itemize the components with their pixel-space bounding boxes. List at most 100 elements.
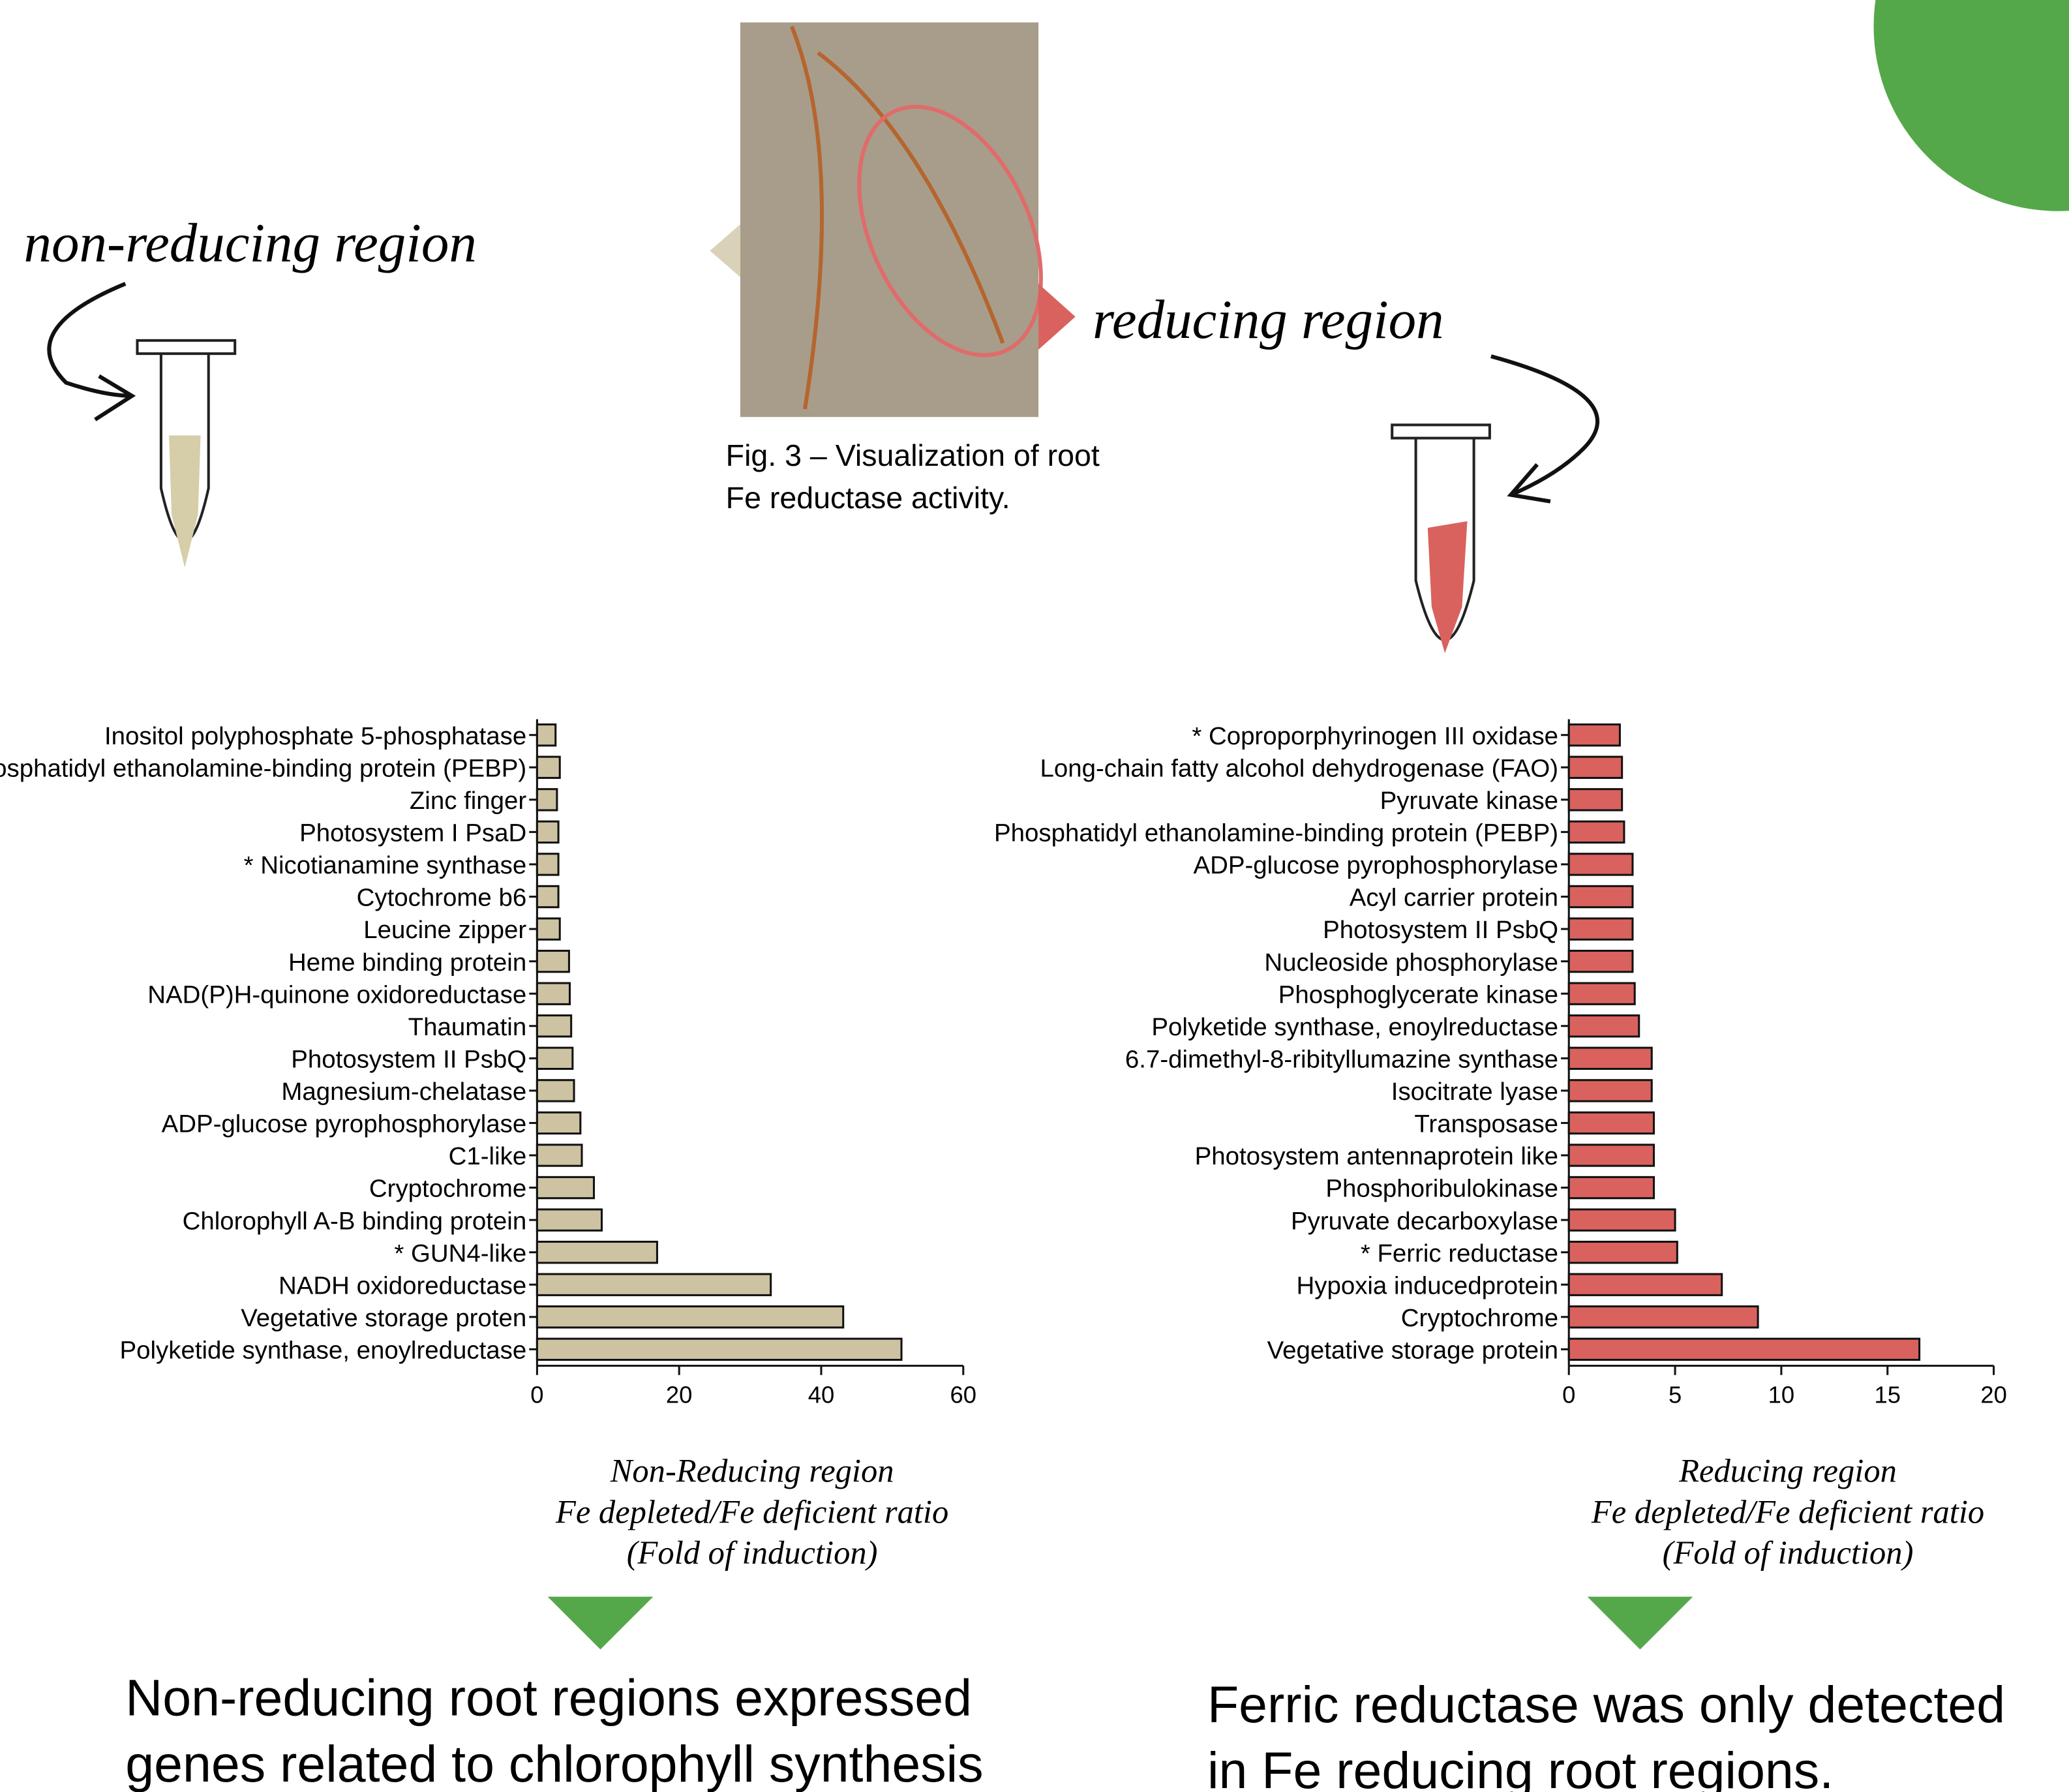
y-tick-label: Phosphatidyl ethanolamine-binding protei…	[0, 754, 526, 782]
arrow	[95, 376, 132, 420]
bar	[537, 1048, 572, 1069]
x-tick-label: 0	[530, 1381, 543, 1408]
root-photo	[740, 22, 1038, 417]
pointer-left	[710, 224, 740, 277]
conclusion: genes related to chlorophyll synthesis	[125, 1735, 983, 1792]
bar	[537, 1016, 571, 1037]
down-arrow	[548, 1597, 654, 1650]
y-tick-label: * GUN4-like	[394, 1239, 526, 1268]
y-tick-label: Isocitrate lyase	[1391, 1078, 1558, 1106]
y-tick-label: Heme binding protein	[288, 949, 526, 977]
tube	[137, 341, 235, 568]
y-tick-label: Acyl carrier protein	[1350, 884, 1558, 912]
right-region-label: reducing region	[1093, 289, 1444, 350]
bar	[537, 886, 558, 907]
arrow	[1511, 464, 1550, 502]
pointer-right	[1038, 284, 1076, 350]
y-tick-label: Polyketide synthase, enoylreductase	[1151, 1013, 1558, 1041]
y-tick-label: Polyketide synthase, enoylreductase	[120, 1337, 527, 1365]
bar	[1569, 1339, 1919, 1359]
y-tick-label: Vegetative storage proten	[241, 1304, 526, 1332]
x-tick-label: 10	[1768, 1381, 1795, 1408]
bar	[537, 725, 555, 746]
y-tick-label: Transposase	[1414, 1110, 1558, 1138]
y-tick-label: * Coproporphyrinogen III oxidase	[1192, 722, 1558, 750]
conclusion: Ferric reductase was only detected	[1207, 1676, 2005, 1733]
x-tick-label: 15	[1875, 1381, 1901, 1408]
bar	[1569, 1016, 1639, 1037]
y-tick-label: Photosystem I PsaD	[299, 819, 526, 847]
down-arrow	[1588, 1597, 1693, 1650]
bar	[537, 757, 560, 778]
bar	[1569, 1048, 1652, 1069]
bar	[1569, 1145, 1654, 1166]
arrow	[49, 284, 132, 396]
y-tick-label: Hypoxia inducedprotein	[1297, 1271, 1559, 1299]
bar	[1569, 1177, 1654, 1198]
bar	[537, 983, 569, 1004]
y-tick-label: Inositol polyphosphate 5-phosphatase	[104, 722, 526, 750]
y-tick-label: Photosystem II PsbQ	[291, 1045, 526, 1073]
bar	[537, 854, 558, 875]
bar	[1569, 1241, 1677, 1262]
bar	[537, 789, 556, 810]
y-tick-label: Phosphatidyl ethanolamine-binding protei…	[994, 819, 1558, 847]
y-tick-label: Magnesium-chelatase	[281, 1078, 526, 1106]
y-tick-label: Chlorophyll A-B binding protein	[183, 1207, 527, 1235]
y-tick-label: Photosystem antennaprotein like	[1195, 1142, 1558, 1170]
x-tick-label: 60	[950, 1381, 977, 1408]
y-tick-label: NADH oxidoreductase	[279, 1271, 526, 1299]
y-tick-label: Phosphoglycerate kinase	[1278, 980, 1558, 1009]
y-tick-label: Phosphoribulokinase	[1325, 1175, 1558, 1203]
tube	[1392, 425, 1490, 653]
bar	[1569, 1080, 1652, 1101]
x-tick-label: 5	[1669, 1381, 1682, 1408]
bar	[1569, 1274, 1721, 1295]
y-tick-label: * Ferric reductase	[1361, 1239, 1558, 1268]
bar	[537, 1177, 594, 1198]
y-tick-label: NAD(P)H-quinone oxidoreductase	[147, 980, 526, 1009]
bar	[537, 1274, 770, 1295]
bar	[1569, 983, 1635, 1004]
caption: Fig. 3 – Visualization of root	[726, 438, 1100, 472]
bar	[537, 1112, 580, 1133]
y-tick-label: Zinc finger	[410, 787, 527, 815]
y-tick-label: Long-chain fatty alcohol dehydrogenase (…	[1040, 754, 1559, 782]
x-axis-label: Non-Reducing region	[610, 1453, 894, 1489]
y-tick-label: * Nicotianamine synthase	[244, 851, 527, 879]
caption: Fe reductase activity.	[726, 481, 1010, 515]
conclusion: in Fe reducing root regions.	[1207, 1742, 1834, 1792]
x-tick-label: 20	[1980, 1381, 2007, 1408]
bar	[537, 950, 569, 971]
bar	[537, 1209, 601, 1230]
x-tick-label: 0	[1562, 1381, 1575, 1408]
bar	[537, 1241, 657, 1262]
bar	[537, 1307, 843, 1328]
y-tick-label: Leucine zipper	[363, 916, 526, 944]
bar	[1569, 886, 1633, 907]
arrow	[1491, 356, 1597, 494]
x-tick-label: 20	[666, 1381, 693, 1408]
y-tick-label: ADP-glucose pyrophosphorylase	[162, 1110, 527, 1138]
bar	[1569, 821, 1624, 842]
bar	[1569, 1307, 1758, 1328]
x-axis-label: Fe depleted/Fe deficient ratio	[555, 1493, 948, 1530]
y-tick-label: C1-like	[449, 1142, 527, 1170]
x-axis-label: Reducing region	[1678, 1453, 1897, 1489]
y-tick-label: Photosystem II PsbQ	[1323, 916, 1558, 944]
conclusion: Non-reducing root regions expressed	[125, 1669, 972, 1727]
x-axis-label: (Fold of induction)	[1663, 1534, 1914, 1571]
x-axis-label: (Fold of induction)	[627, 1534, 878, 1571]
left-region-label: non-reducing region	[24, 213, 477, 274]
bar	[1569, 757, 1622, 778]
bar	[1569, 1112, 1654, 1133]
bar	[1569, 854, 1633, 875]
y-tick-label: ADP-glucose pyrophosphorylase	[1194, 851, 1559, 879]
y-tick-label: Thaumatin	[408, 1013, 527, 1041]
y-tick-label: Cryptochrome	[1401, 1304, 1558, 1332]
y-tick-label: Pyruvate kinase	[1380, 787, 1558, 815]
bar	[537, 919, 560, 939]
bar	[537, 1339, 901, 1359]
y-tick-label: Pyruvate decarboxylase	[1291, 1207, 1558, 1235]
x-axis-label: Fe depleted/Fe deficient ratio	[1591, 1493, 1984, 1530]
